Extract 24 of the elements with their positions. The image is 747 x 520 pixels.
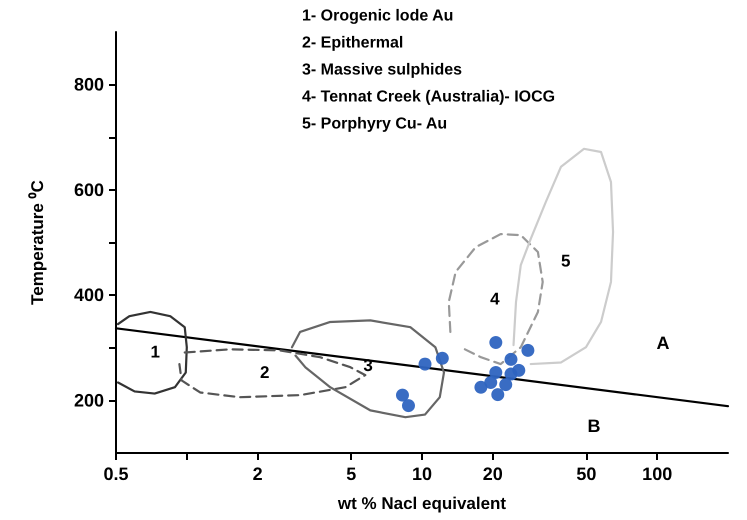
- annotation: 3- Massive sulphides: [302, 62, 462, 78]
- x-tick-label: 20: [482, 464, 503, 484]
- y-tick-label: 600: [74, 180, 104, 200]
- y-axis-title: Temperature ⁰C: [28, 180, 47, 305]
- annotation: 2: [260, 362, 270, 382]
- x-tick-label: 5: [346, 464, 356, 484]
- annotation: B: [588, 416, 600, 436]
- annotation: 2- Epithermal: [302, 34, 404, 52]
- x-tick-label: 10: [412, 464, 432, 484]
- annotation: 4: [490, 289, 500, 308]
- text: 1- Orogenic lode Au: [302, 8, 454, 24]
- x-tick-label: 0.5: [103, 464, 129, 484]
- annotation: 4- Tennat Creek (Australia)- IOCG: [302, 88, 556, 106]
- x-axis-title: wt % Nacl equivalent: [336, 494, 506, 513]
- annotation: A: [656, 333, 670, 353]
- y-tick-label: 400: [74, 285, 104, 306]
- annotation: 5- Porphyry Cu- Au: [302, 116, 448, 132]
- x-tick-label: 2: [252, 464, 263, 484]
- annotation: 1: [150, 342, 160, 362]
- x-tick-label: 50: [576, 464, 596, 484]
- x-tick-label: 100: [642, 464, 672, 484]
- y-tick-label: 800: [74, 74, 104, 95]
- y-tick-label: 200: [74, 390, 104, 410]
- annotation: 5: [561, 251, 571, 270]
